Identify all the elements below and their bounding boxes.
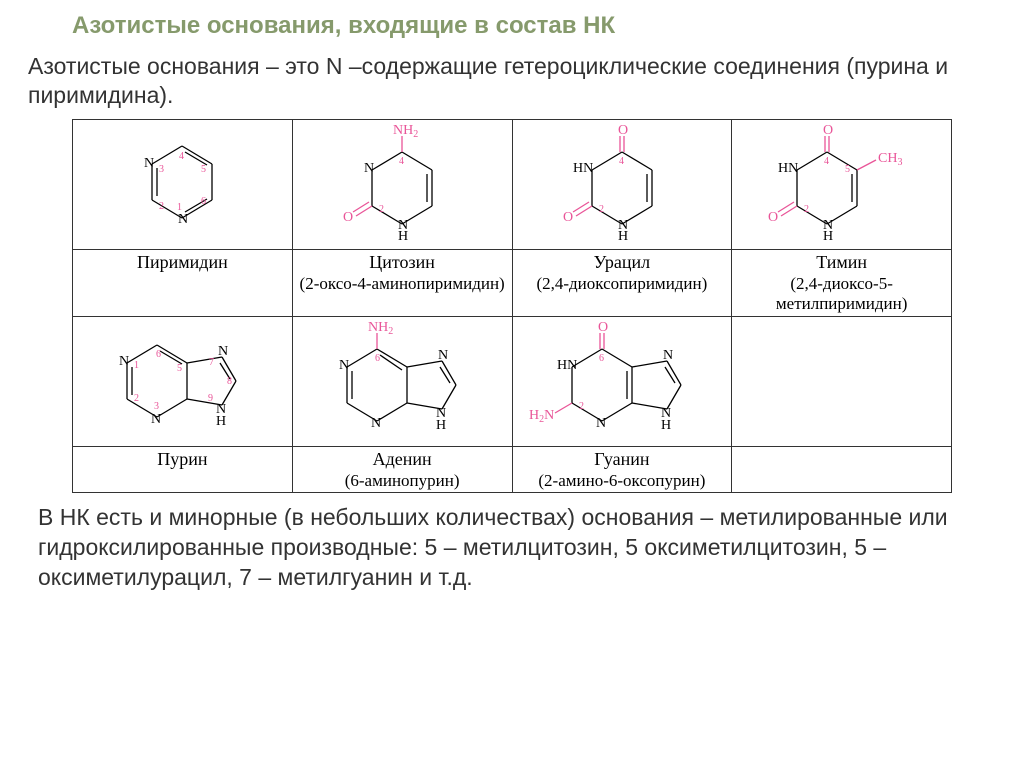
svg-text:7: 7	[209, 357, 214, 368]
mol-svg: O H2N HNN N NH 26	[527, 319, 717, 444]
name-cell: Аденин (6-аминопурин)	[292, 446, 512, 492]
svg-text:H2N: H2N	[529, 408, 554, 425]
svg-text:O: O	[598, 320, 608, 335]
svg-text:HN: HN	[557, 358, 577, 373]
svg-text:6: 6	[599, 353, 604, 364]
page-title: Азотистые основания, входящие в состав Н…	[72, 12, 996, 40]
svg-text:O: O	[343, 210, 353, 225]
svg-text:5: 5	[845, 164, 850, 175]
svg-text:N: N	[663, 348, 673, 363]
name-cell: Цитозин (2-оксо-4-аминопиримидин)	[292, 249, 512, 316]
compound-name: Пурин	[157, 449, 207, 469]
compound-subname: (2-амино-6-оксопурин)	[538, 471, 705, 490]
svg-text:2: 2	[804, 204, 809, 215]
svg-text:NH2: NH2	[393, 123, 418, 140]
svg-text:N: N	[371, 416, 381, 431]
svg-text:9: 9	[208, 393, 213, 404]
svg-text:N: N	[151, 412, 161, 427]
compound-subname: (2,4-диоксопиримидин)	[536, 274, 707, 293]
table-row: N N N N H 1 2 3 5 6 7 8 9	[73, 316, 952, 446]
mol-svg: NH2 O N H N 24	[317, 122, 487, 247]
structure-uracil: O O NH HN 24	[512, 119, 732, 249]
name-cell: Урацил (2,4-диоксопиримидин)	[512, 249, 732, 316]
mol-svg: O O NH HN 24	[537, 122, 707, 247]
svg-text:6: 6	[375, 353, 380, 364]
definition-text: Азотистые основания – это N –содержащие …	[28, 52, 996, 111]
name-cell: Тимин (2,4-диоксо-5-метилпиримидин)	[732, 249, 952, 316]
structure-thymine: O O CH3 NH HN 245	[732, 119, 952, 249]
svg-text:N: N	[119, 354, 129, 369]
svg-text:HN: HN	[573, 161, 593, 176]
compound-name: Урацил	[594, 252, 650, 272]
svg-text:3: 3	[159, 164, 164, 175]
table-row: Пиримидин Цитозин (2-оксо-4-аминопиримид…	[73, 249, 952, 316]
svg-text:CH3: CH3	[878, 151, 902, 168]
svg-text:4: 4	[179, 151, 184, 162]
compound-name: Гуанин	[594, 449, 649, 469]
compound-subname: (2,4-диоксо-5-метилпиримидин)	[776, 274, 907, 314]
svg-text:N: N	[144, 156, 154, 171]
svg-text:NH2: NH2	[368, 320, 393, 337]
svg-text:N: N	[218, 344, 228, 359]
mol-svg: O O CH3 NH HN 245	[742, 122, 942, 247]
svg-text:2: 2	[599, 204, 604, 215]
svg-text:N: N	[178, 212, 188, 227]
name-cell: Гуанин (2-амино-6-оксопурин)	[512, 446, 732, 492]
compound-subname: (6-аминопурин)	[345, 471, 460, 490]
svg-text:H: H	[661, 418, 671, 433]
svg-text:2: 2	[159, 201, 164, 212]
svg-text:2: 2	[134, 393, 139, 404]
svg-text:N: N	[339, 358, 349, 373]
svg-text:H: H	[618, 229, 628, 244]
footer-text: В НК есть и минорные (в небольших количе…	[38, 503, 986, 593]
structure-purine: N N N NH 12 35 67 89	[73, 316, 293, 446]
svg-text:O: O	[823, 123, 833, 138]
compound-name: Цитозин	[369, 252, 435, 272]
svg-text:2: 2	[579, 401, 584, 412]
compound-name: Аденин	[373, 449, 432, 469]
compound-name: Тимин	[816, 252, 867, 272]
svg-text:8: 8	[227, 376, 232, 387]
svg-text:6: 6	[201, 196, 206, 207]
structures-table: N N 1 2 3 4 5 6 NH2	[72, 119, 952, 493]
svg-text:4: 4	[619, 156, 624, 167]
name-cell: Пиримидин	[73, 249, 293, 316]
mol-svg: NH2 NN N NH 6	[312, 319, 492, 444]
svg-text:6: 6	[156, 349, 161, 360]
structure-cytosine: NH2 O N H N 24	[292, 119, 512, 249]
structure-guanine: O H2N HNN N NH 26	[512, 316, 732, 446]
svg-text:4: 4	[399, 156, 404, 167]
table-row: N N 1 2 3 4 5 6 NH2	[73, 119, 952, 249]
svg-text:N: N	[438, 348, 448, 363]
svg-text:O: O	[618, 123, 628, 138]
structure-empty	[732, 316, 952, 446]
svg-text:HN: HN	[778, 161, 798, 176]
svg-text:1: 1	[177, 202, 182, 213]
svg-text:H: H	[398, 229, 408, 244]
compound-subname: (2-оксо-4-аминопиримидин)	[300, 274, 505, 293]
svg-text:5: 5	[201, 164, 206, 175]
svg-text:O: O	[768, 210, 778, 225]
svg-text:5: 5	[177, 363, 182, 374]
svg-text:H: H	[436, 418, 446, 433]
svg-text:2: 2	[379, 204, 384, 215]
svg-text:N: N	[364, 161, 374, 176]
svg-text:H: H	[823, 229, 833, 244]
compound-name: Пиримидин	[137, 252, 228, 272]
mol-svg: N N N NH 12 35 67 89	[92, 321, 272, 441]
structure-adenine: NH2 NN N NH 6	[292, 316, 512, 446]
name-cell: Пурин	[73, 446, 293, 492]
svg-text:H: H	[216, 414, 226, 429]
svg-text:1: 1	[134, 360, 139, 371]
svg-text:3: 3	[154, 401, 159, 412]
name-cell	[732, 446, 952, 492]
table-row: Пурин Аденин (6-аминопурин) Гуанин (2-ам…	[73, 446, 952, 492]
svg-text:O: O	[563, 210, 573, 225]
svg-text:4: 4	[824, 156, 829, 167]
svg-text:N: N	[596, 416, 606, 431]
structure-pyrimidine: N N 1 2 3 4 5 6	[73, 119, 293, 249]
mol-svg: N N 1 2 3 4 5 6	[107, 124, 257, 244]
